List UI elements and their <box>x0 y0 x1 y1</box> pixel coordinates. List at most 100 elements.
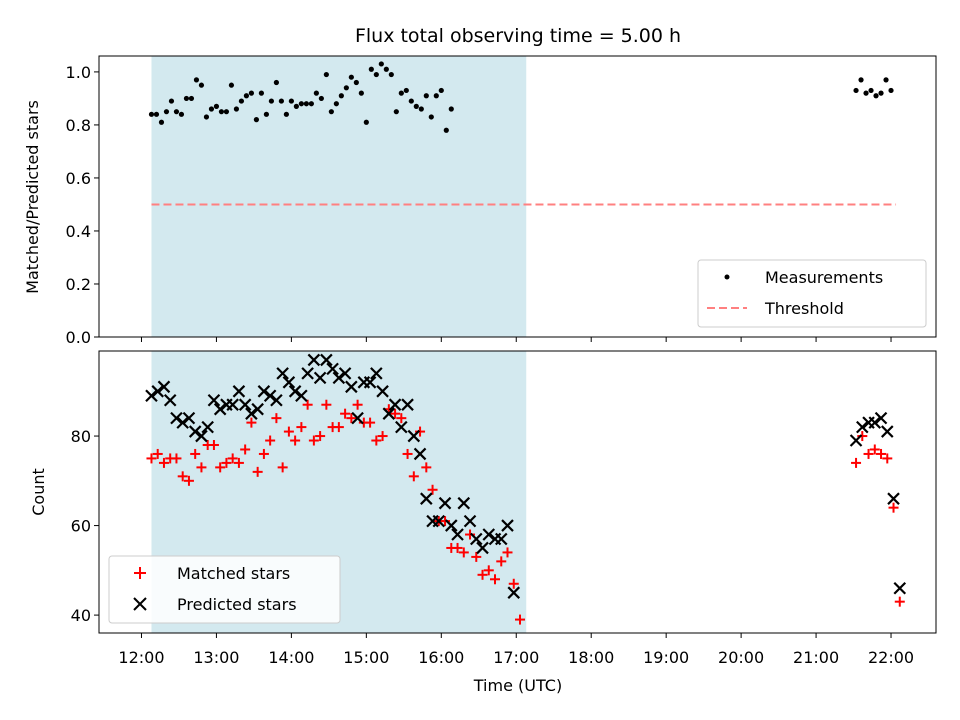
x-axis-label: Time (UTC) <box>473 676 562 695</box>
matched-point <box>851 457 862 468</box>
matched-point <box>496 556 507 567</box>
bottom-y-axis-label: Count <box>29 468 48 516</box>
matched-point <box>371 435 382 446</box>
top-ytick-label: 0.6 <box>66 169 91 188</box>
bottom-ytick-label: 80 <box>71 427 91 446</box>
top-xticks <box>140 337 892 342</box>
matched-point <box>396 413 407 424</box>
predicted-point <box>351 411 364 425</box>
matched-point <box>857 431 868 442</box>
matched-point <box>477 569 488 580</box>
matched-point <box>390 408 401 419</box>
matched-point <box>365 417 376 428</box>
matched-point <box>277 462 288 473</box>
matched-point <box>215 462 226 473</box>
predicted-point <box>868 416 882 429</box>
xtick-label: 18:00 <box>568 648 614 667</box>
predicted-point <box>376 385 389 398</box>
matched-point <box>296 422 307 433</box>
measurement-point <box>153 111 160 117</box>
matched-point <box>177 471 188 482</box>
matched-point <box>252 466 263 477</box>
measurement-point <box>213 103 220 109</box>
bottom-legend-box <box>108 555 341 624</box>
predicted-point <box>307 353 321 367</box>
predicted-point <box>282 376 296 389</box>
legend-matched-marker <box>134 567 146 579</box>
measurement-point <box>148 111 155 117</box>
measurement-points <box>148 61 894 133</box>
predicted-point <box>270 393 283 407</box>
measurement-point <box>248 90 255 96</box>
measurement-point <box>173 109 180 115</box>
measurement-point <box>363 119 369 125</box>
xtick-label: 22:00 <box>868 648 914 667</box>
predicted-point <box>170 411 183 425</box>
predicted-point <box>407 429 421 443</box>
bottom-panel: 40 60 80 12:00 13:00 14:00 15:00 16:00 17:00 18:… <box>29 350 937 695</box>
measurement-point <box>188 95 195 102</box>
matched-point <box>271 413 282 424</box>
predicted-point <box>382 407 396 420</box>
predicted-point <box>874 411 888 425</box>
xtick-label: 17:00 <box>493 648 539 667</box>
measurement-point <box>273 79 279 86</box>
measurement-point <box>278 98 284 104</box>
measurement-point <box>383 66 389 72</box>
matched-point <box>265 435 276 446</box>
legend-threshold-label: Threshold <box>764 299 844 318</box>
predicted-point <box>176 416 189 429</box>
predicted-point <box>145 389 158 403</box>
matched-point <box>402 448 413 459</box>
predicted-point <box>849 434 863 447</box>
predicted-point <box>295 389 308 403</box>
matched-point <box>158 457 169 468</box>
measurement-point <box>868 87 874 94</box>
measurement-point <box>288 98 294 104</box>
predicted-point <box>856 420 869 434</box>
measurement-point <box>223 109 230 115</box>
measurement-point <box>353 79 359 86</box>
matched-point <box>408 471 419 482</box>
matched-point <box>315 431 326 442</box>
predicted-point <box>445 519 458 532</box>
matched-point <box>882 453 893 464</box>
matched-point <box>333 422 344 433</box>
matched-point <box>377 431 388 442</box>
top-panel: 0.0 0.2 0.4 0.6 0.8 1.0 Matched/Predicted sta… <box>23 55 937 347</box>
matched-point <box>452 542 463 553</box>
matched-point <box>490 574 501 585</box>
matched-point <box>471 551 482 562</box>
predicted-point <box>151 385 164 398</box>
measurement-point <box>858 77 864 83</box>
measurement-point <box>433 93 439 99</box>
legend-predicted-marker <box>133 597 147 611</box>
matched-point <box>227 453 238 464</box>
predicted-point <box>432 514 446 528</box>
predicted-point <box>395 420 408 434</box>
predicted-point <box>507 586 521 599</box>
top-ytick-label: 0.4 <box>66 222 91 241</box>
top-ytick-label: 0.0 <box>66 328 91 347</box>
matched-point <box>221 457 232 468</box>
measurement-point <box>243 93 250 99</box>
predicted-point <box>438 496 452 510</box>
measurement-point <box>393 109 399 115</box>
predicted-point <box>893 581 907 595</box>
measurement-point <box>228 82 235 88</box>
matched-point <box>465 529 476 540</box>
predicted-point <box>288 385 302 398</box>
top-legend: Measurements Threshold <box>697 259 927 328</box>
matched-point <box>876 448 887 459</box>
predicted-point <box>457 496 471 510</box>
matched-point <box>863 448 874 459</box>
matched-point <box>888 502 899 513</box>
bottom-xticks: 12:00 13:00 14:00 15:00 16:00 17:00 18:00 19:00… <box>118 633 914 667</box>
measurement-point <box>388 71 394 78</box>
matched-point <box>190 448 201 459</box>
top-ytick-label: 0.2 <box>66 275 91 294</box>
matched-point <box>233 457 244 468</box>
predicted-point <box>420 492 433 505</box>
matched-point <box>152 448 163 459</box>
matched-point <box>502 547 513 558</box>
